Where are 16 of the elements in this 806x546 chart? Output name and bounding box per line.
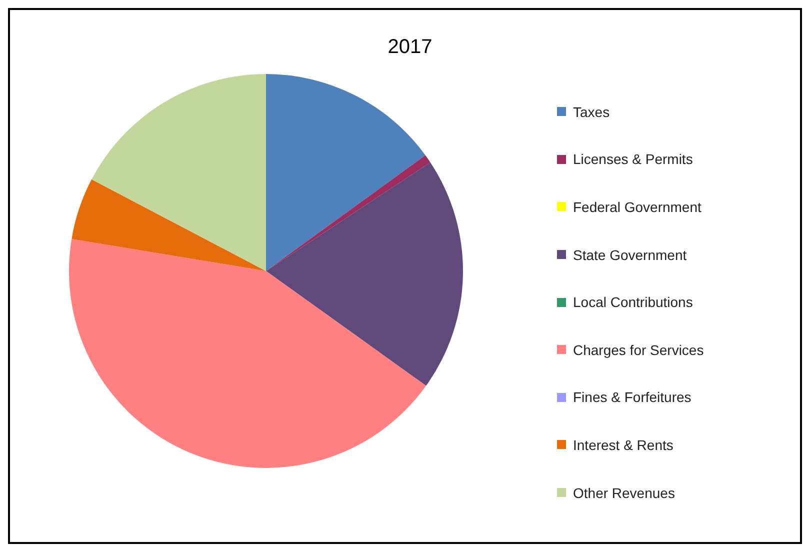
- legend-label: Federal Government: [573, 198, 702, 215]
- pie-slice: [72, 179, 266, 271]
- pie-slice: [266, 162, 463, 386]
- pie-slice: [266, 155, 430, 271]
- legend-label: Taxes: [573, 104, 610, 120]
- legend-label: Charges for Services: [573, 342, 704, 358]
- legend-label: Fines & Forfeitures: [573, 389, 692, 406]
- legend-label: Licenses & Permits: [573, 151, 693, 168]
- legend-label: Local Contributions: [573, 294, 693, 310]
- legend-label: State Government: [573, 246, 687, 263]
- pie-slice: [266, 74, 426, 271]
- pie-slice: [69, 238, 426, 468]
- pie-slice: [92, 74, 266, 271]
- legend-label: Interest & Rents: [573, 436, 674, 453]
- chart-title: 2017: [386, 36, 434, 59]
- legend-label: Other Revenues: [573, 484, 675, 501]
